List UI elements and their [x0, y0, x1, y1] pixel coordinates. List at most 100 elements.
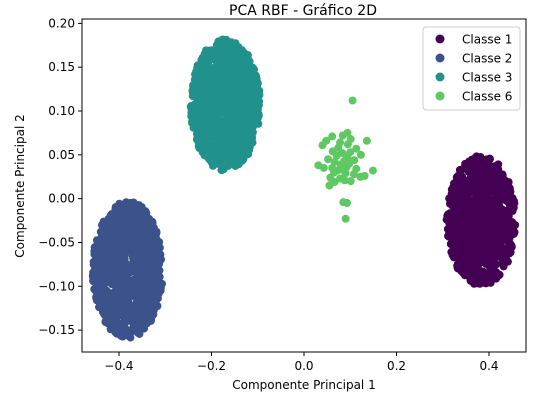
- data-point: [460, 259, 469, 268]
- data-point: [457, 266, 466, 275]
- data-point: [205, 77, 214, 86]
- data-point: [341, 169, 350, 178]
- chart-title: PCA RBF - Gráfico 2D: [229, 3, 377, 19]
- data-point: [228, 106, 237, 115]
- data-point: [204, 91, 213, 100]
- data-point: [319, 163, 328, 172]
- data-point: [245, 139, 254, 148]
- legend-marker: [435, 53, 445, 63]
- data-point: [227, 138, 236, 147]
- data-point: [476, 246, 485, 255]
- legend-marker: [435, 72, 445, 82]
- y-tick-label: 0.15: [48, 60, 75, 74]
- data-point: [493, 272, 502, 281]
- data-point: [147, 220, 156, 229]
- data-point: [485, 272, 494, 281]
- data-point: [141, 249, 150, 258]
- data-point: [458, 165, 467, 174]
- data-point: [464, 240, 473, 249]
- data-point: [151, 275, 160, 284]
- data-point: [134, 319, 143, 328]
- data-point: [117, 322, 126, 331]
- data-point: [487, 221, 496, 230]
- data-point: [486, 166, 495, 175]
- data-point: [191, 99, 200, 108]
- data-point: [500, 231, 509, 240]
- data-point: [222, 133, 231, 142]
- data-point: [507, 224, 516, 233]
- y-tick-label: 0.10: [48, 104, 75, 118]
- data-point: [198, 105, 207, 114]
- data-point: [494, 231, 503, 240]
- data-point: [209, 102, 218, 111]
- data-point: [135, 202, 144, 211]
- data-point: [506, 187, 515, 196]
- data-point: [146, 303, 155, 312]
- data-point: [133, 300, 142, 309]
- data-point: [115, 311, 124, 320]
- data-point: [340, 176, 349, 185]
- data-point: [469, 199, 478, 208]
- data-point: [489, 253, 498, 262]
- data-point: [251, 109, 260, 118]
- y-axis: −0.15 −0.10 −0.05 0.00 0.05 0.10 0.15 0.20: [38, 16, 82, 337]
- data-point: [346, 177, 355, 186]
- data-point: [471, 190, 480, 199]
- data-point: [109, 311, 118, 320]
- data-point: [137, 272, 146, 281]
- data-point: [151, 244, 160, 253]
- data-point: [123, 199, 132, 208]
- legend-label: Classe 3: [462, 71, 512, 85]
- data-point: [467, 162, 476, 171]
- data-point: [498, 171, 507, 180]
- data-point: [115, 208, 124, 217]
- data-point: [213, 71, 222, 80]
- data-point: [120, 249, 129, 258]
- data-point: [129, 254, 138, 263]
- data-point: [214, 141, 223, 150]
- data-point: [125, 294, 134, 303]
- data-point: [501, 256, 510, 265]
- x-axis-label: Componente Principal 1: [232, 378, 375, 392]
- data-point: [130, 277, 139, 286]
- data-point: [95, 236, 104, 245]
- data-point: [143, 290, 152, 299]
- data-point: [147, 313, 156, 322]
- data-point: [248, 97, 257, 106]
- data-point: [135, 329, 144, 338]
- data-point: [332, 151, 341, 160]
- data-point: [482, 158, 491, 167]
- data-point: [130, 260, 139, 269]
- data-point: [105, 260, 114, 269]
- data-point: [324, 155, 333, 164]
- data-point: [123, 215, 132, 224]
- data-point: [204, 55, 213, 64]
- data-point: [225, 47, 234, 56]
- data-point: [349, 170, 358, 179]
- data-point: [469, 154, 478, 163]
- data-point: [356, 172, 365, 181]
- data-point: [91, 244, 100, 253]
- data-point: [460, 248, 469, 257]
- data-point: [224, 161, 233, 170]
- data-point: [102, 277, 111, 286]
- data-point: [135, 231, 144, 240]
- data-point: [142, 260, 151, 269]
- data-point: [499, 262, 508, 271]
- data-point: [98, 250, 107, 259]
- data-point: [222, 100, 231, 109]
- data-point: [444, 212, 453, 221]
- data-point: [246, 124, 255, 133]
- data-point: [230, 121, 239, 130]
- data-point: [108, 322, 117, 331]
- legend: Classe 1 Classe 2 Classe 3 Classe 6: [422, 26, 521, 111]
- data-point: [489, 263, 498, 272]
- data-point: [196, 126, 205, 135]
- data-point: [481, 196, 490, 205]
- data-point: [104, 293, 113, 302]
- data-point: [115, 267, 124, 276]
- data-point: [457, 223, 466, 232]
- x-tick-label: 0.4: [479, 359, 498, 373]
- data-point: [113, 219, 122, 228]
- data-point: [223, 91, 232, 100]
